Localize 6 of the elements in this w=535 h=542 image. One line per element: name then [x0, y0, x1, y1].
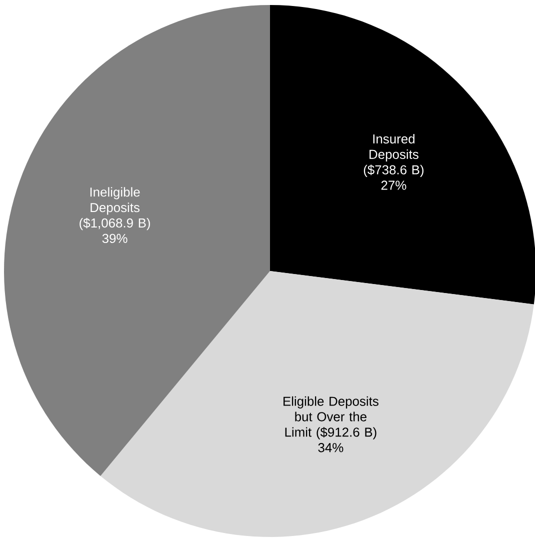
- slice-label: Eligible Deposits but Over the Limit ($912.6 B): [284, 396, 378, 440]
- data-label: 39%: [102, 234, 128, 244]
- data-label: 27%: [381, 180, 406, 190]
- slice-label: Ineligible Deposits ($1,068.9 B): [80, 187, 150, 230]
- slice-label: Insured Deposits ($738.6 B): [364, 134, 424, 177]
- data-label: 34%: [318, 443, 344, 452]
